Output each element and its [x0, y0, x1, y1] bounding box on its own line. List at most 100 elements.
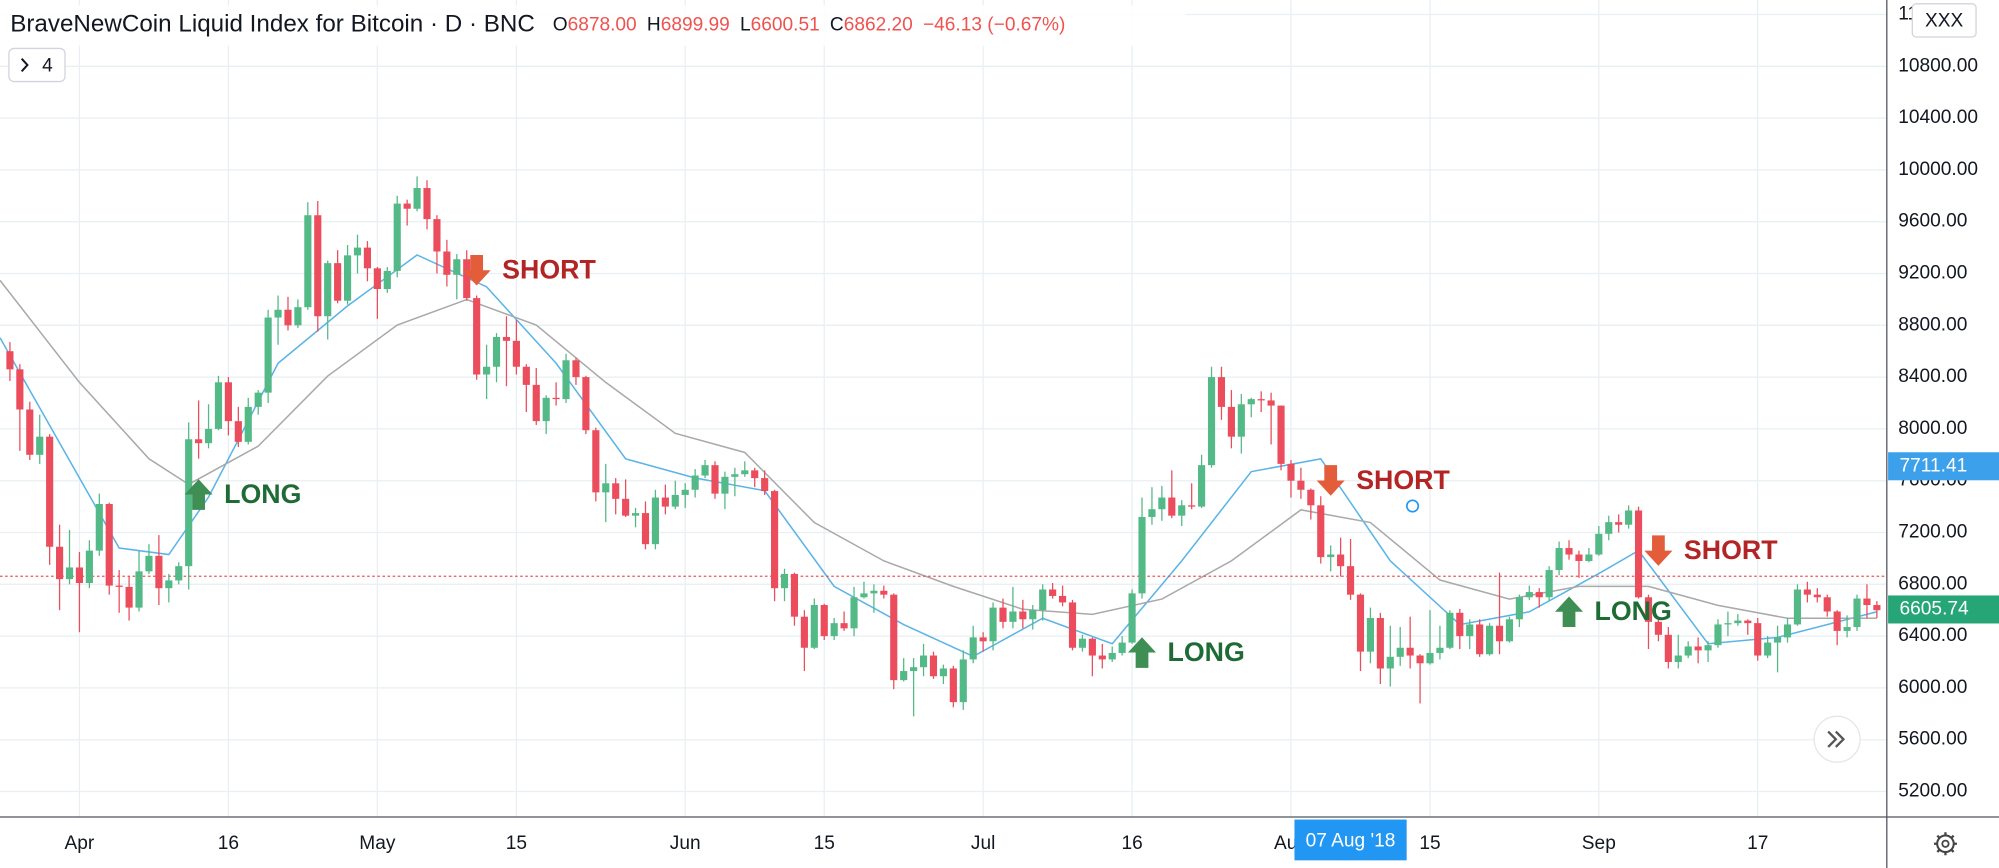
- candle-body: [115, 585, 123, 587]
- candle-body: [1039, 589, 1047, 611]
- candle-body: [1207, 377, 1216, 466]
- candle-body: [502, 336, 511, 341]
- candle-body: [900, 671, 908, 681]
- candle-body: [790, 573, 799, 617]
- scroll-right-button[interactable]: [1813, 715, 1861, 763]
- candle-body: [919, 655, 928, 668]
- ohlc-label: H: [647, 15, 661, 36]
- y-tick-label: 8800.00: [1898, 314, 1967, 335]
- candle-body: [641, 513, 650, 545]
- signal-arrow: [1644, 535, 1673, 566]
- candle-body: [691, 475, 699, 490]
- symbol-badge: XXX: [1925, 11, 1963, 32]
- candle-body: [1823, 597, 1831, 612]
- x-tick-label: Jun: [670, 833, 701, 854]
- scroll-icon: [1827, 730, 1846, 748]
- candle-body: [949, 668, 957, 703]
- candle-body: [1843, 627, 1851, 631]
- candle-body: [165, 580, 173, 589]
- candle-body: [1634, 510, 1643, 598]
- candle-body: [1217, 377, 1226, 407]
- candle-body: [761, 478, 769, 492]
- candle-body: [1803, 589, 1811, 595]
- candle-body: [1694, 646, 1702, 651]
- candle-body: [36, 436, 44, 455]
- candle-body: [860, 593, 868, 598]
- candle-body: [1873, 605, 1881, 611]
- candle-body: [1595, 533, 1603, 555]
- candle-body: [1108, 652, 1116, 660]
- settings-button[interactable]: [1933, 832, 1957, 856]
- gear-teeth: [1933, 832, 1957, 856]
- candle-body: [1714, 624, 1722, 646]
- indicator-count: 4: [42, 55, 53, 76]
- candle-body: [661, 497, 669, 507]
- x-tick-label: Apr: [65, 833, 95, 854]
- candle-body: [939, 668, 947, 677]
- candle-body: [1227, 406, 1235, 437]
- ohlc-value: 6899.99: [661, 15, 730, 36]
- candle-body: [433, 219, 441, 252]
- y-tick-label: 6000.00: [1898, 677, 1967, 698]
- symbol-legend: BraveNewCoin Liquid Index for Bitcoin · …: [10, 11, 1065, 38]
- candle-body: [572, 360, 580, 378]
- candle-body: [1158, 497, 1166, 510]
- candle-body: [562, 360, 570, 400]
- x-tick-label: 16: [218, 833, 239, 854]
- candle-body: [304, 215, 312, 308]
- candle-body: [1277, 405, 1285, 464]
- candle-body: [1605, 522, 1613, 534]
- candle-body: [383, 270, 391, 290]
- candle-body: [1515, 597, 1523, 620]
- candle-body: [612, 483, 620, 499]
- candle-body: [6, 351, 14, 370]
- ohlc-value: 6878.00: [568, 15, 637, 36]
- candle-body: [1754, 623, 1762, 656]
- candle-body: [473, 298, 481, 375]
- candle-body: [671, 494, 679, 507]
- toggle-bg[interactable]: [8, 47, 66, 83]
- y-tick-label: 6400.00: [1898, 625, 1967, 646]
- candle-body: [16, 369, 24, 410]
- candle-body: [65, 567, 74, 580]
- signal-arrow: [184, 479, 213, 510]
- candle-body: [56, 546, 64, 580]
- price-label-bg: [1888, 595, 1999, 624]
- candle-body: [1327, 554, 1335, 558]
- indicators-toggle[interactable]: 4: [8, 47, 66, 83]
- candle-body: [413, 188, 421, 209]
- candle-body: [334, 263, 342, 301]
- candle-body: [731, 474, 739, 477]
- candle-body: [403, 203, 411, 209]
- candle-body: [870, 590, 878, 594]
- candle-body: [1456, 612, 1464, 637]
- y-tick-label: 10800.00: [1898, 55, 1978, 76]
- candle-body: [95, 504, 103, 551]
- candle-body: [1466, 624, 1474, 637]
- candle-body: [1684, 646, 1692, 656]
- candle-body: [1426, 652, 1434, 664]
- candle-body: [1088, 638, 1096, 656]
- signal-label: SHORT: [502, 255, 596, 285]
- crosshair-point: [1405, 499, 1420, 513]
- y-tick-label: 7200.00: [1898, 522, 1967, 543]
- candle-body: [145, 555, 153, 572]
- candle-body: [1644, 597, 1653, 622]
- candle-body: [1317, 505, 1325, 558]
- candle-body: [959, 659, 967, 703]
- candle-body: [314, 215, 322, 317]
- legend-header: BraveNewCoin Liquid Index for Bitcoin · …: [0, 5, 1186, 83]
- header-bg: [0, 5, 1186, 46]
- candle-body: [552, 397, 560, 400]
- signal-arrow: [1127, 637, 1157, 668]
- candle-body: [1009, 611, 1017, 622]
- candle-body: [1237, 404, 1245, 437]
- candle-body: [1664, 634, 1672, 663]
- x-tick-label: Sep: [1582, 833, 1616, 854]
- candle-body: [26, 409, 34, 455]
- x-tick-label: 15: [1419, 833, 1440, 854]
- candle-body: [1505, 619, 1514, 642]
- ohlc-value: 6600.51: [751, 15, 820, 36]
- candle-body: [989, 607, 997, 642]
- candle-body: [1793, 589, 1802, 625]
